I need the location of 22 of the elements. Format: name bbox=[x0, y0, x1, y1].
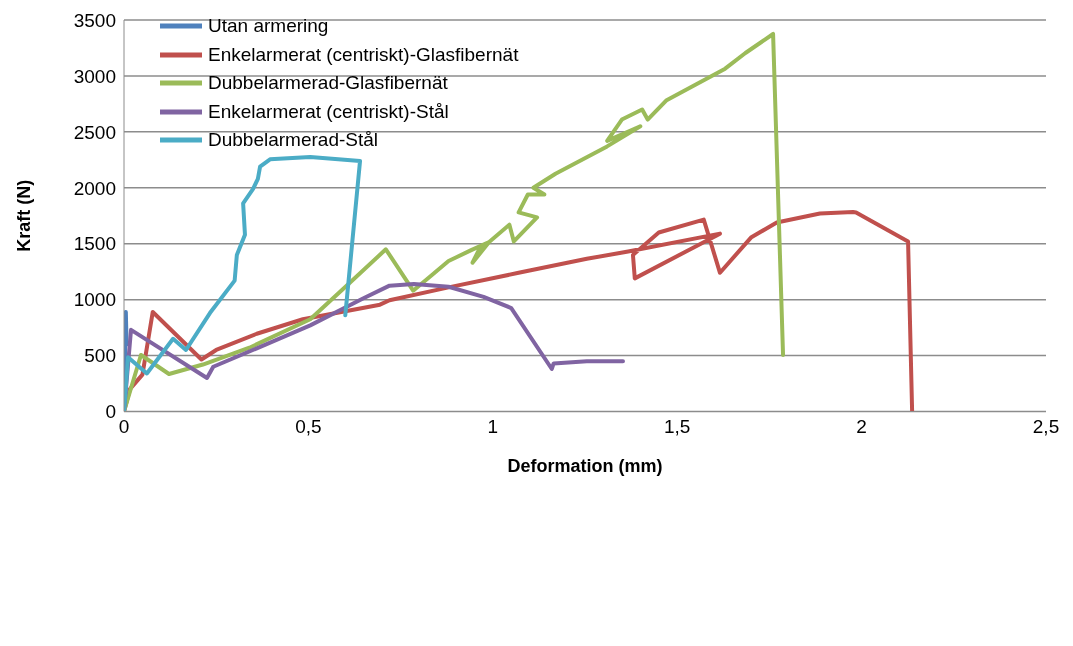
y-tick-label: 1000 bbox=[73, 289, 116, 311]
x-tick-label: 1 bbox=[487, 415, 499, 437]
y-tick-label: 3500 bbox=[73, 9, 116, 31]
y-axis-title: Kraft (N) bbox=[14, 179, 35, 252]
y-tick-label: 3000 bbox=[73, 65, 116, 87]
x-axis-title: Deformation (mm) bbox=[507, 455, 663, 476]
legend-label: Utan armering bbox=[208, 14, 329, 38]
line-series bbox=[124, 155, 363, 412]
x-tick-label: 2,5 bbox=[1032, 415, 1060, 437]
y-tick-label: 2000 bbox=[73, 177, 116, 199]
y-tick-label: 500 bbox=[84, 345, 116, 367]
legend-label: Enkelarmerat (centriskt)-Stål bbox=[208, 99, 449, 124]
x-tick-label: 2 bbox=[856, 415, 867, 437]
y-tick-label: 1500 bbox=[73, 233, 116, 255]
legend-label: Dubbelarmerad-Glasfibernät bbox=[208, 71, 448, 95]
x-tick-label: 0,5 bbox=[295, 415, 322, 437]
y-tick-label: 2500 bbox=[73, 121, 116, 143]
legend-label: Dubbelarmerad-Stål bbox=[208, 128, 379, 152]
x-tick-label: 0 bbox=[118, 415, 130, 437]
x-tick-label: 1,5 bbox=[663, 415, 691, 437]
legend-label: Enkelarmerat (centriskt)-Glasfibernät bbox=[208, 42, 519, 67]
y-tick-label: 0 bbox=[105, 401, 116, 423]
